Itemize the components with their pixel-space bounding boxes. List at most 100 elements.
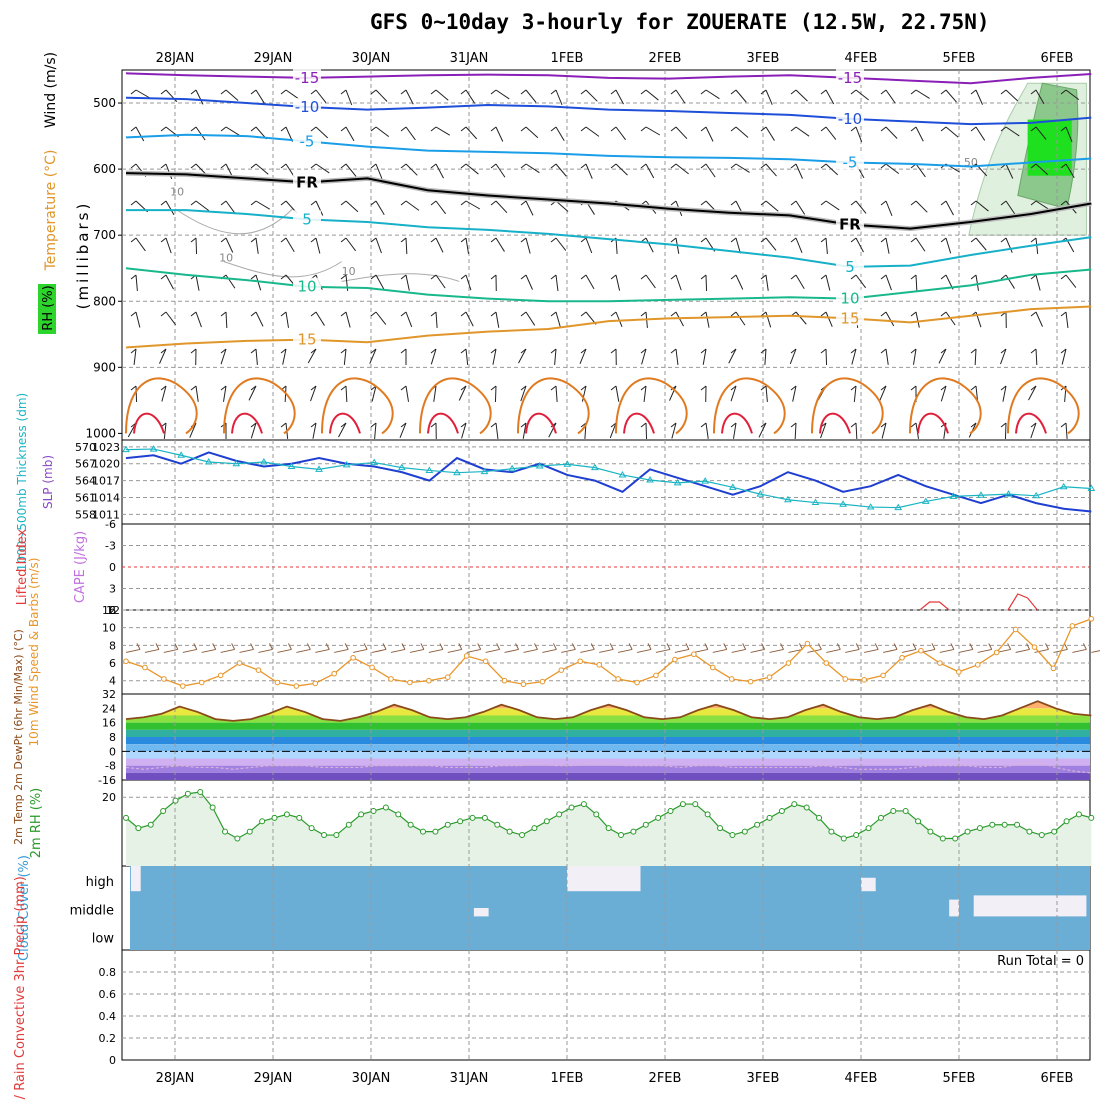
upper-wind-barb-feather <box>820 274 827 280</box>
wind-barb <box>277 648 292 653</box>
upper-wind-barb <box>645 237 654 253</box>
rh-point <box>358 811 365 818</box>
precip-tick-label: 0 <box>109 1054 116 1067</box>
isotherm--5 <box>125 133 1092 168</box>
upper-wind-barb <box>615 311 623 328</box>
thickness-point <box>728 483 737 490</box>
surface-temp-loop-warm <box>917 412 949 434</box>
upper-wind-barb-feather <box>790 348 797 354</box>
upper-wind-barb-feather <box>970 274 977 280</box>
rh-point <box>902 807 909 814</box>
temp-tick-label--8: -8 <box>105 760 116 773</box>
upper-wind-barb-feather <box>880 126 887 132</box>
upper-wind-barb-feather <box>130 200 137 206</box>
surface-temp-loop <box>1007 377 1080 435</box>
upper-wind-barb <box>705 422 709 439</box>
upper-wind-barb <box>730 385 737 402</box>
date-label-bottom-28JAN: 28JAN <box>156 1071 195 1086</box>
surface-temp-loop-warm <box>1015 412 1047 434</box>
upper-wind-barb-feather <box>640 311 647 317</box>
wind-barb <box>315 648 330 653</box>
wind-speed-point <box>842 676 849 682</box>
upper-wind-barb-feather <box>700 274 707 280</box>
upper-wind-barb-feather <box>670 163 677 169</box>
upper-wind-barb <box>585 163 593 179</box>
upper-wind-barb-feather <box>310 163 317 169</box>
upper-wind-barb-feather <box>220 200 227 206</box>
upper-wind-barb-feather <box>430 89 437 95</box>
isotherm-label-15: 15 <box>297 331 316 349</box>
upper-wind-barb-feather <box>880 237 887 243</box>
upper-wind-barb-feather <box>520 237 527 243</box>
upper-wind-barb-feather <box>670 274 677 280</box>
wind-barb <box>447 648 462 653</box>
upper-wind-barb <box>285 89 300 100</box>
upper-wind-barb-feather <box>940 311 947 317</box>
wind-speed-point <box>634 679 640 686</box>
upper-wind-barb <box>135 311 141 328</box>
upper-wind-barb-feather <box>910 385 917 391</box>
upper-wind-barb-feather <box>790 274 797 280</box>
surface-temp-loop-warm <box>231 412 263 434</box>
upper-wind-barb-feather <box>760 311 767 317</box>
upper-wind-barb-feather <box>430 200 437 206</box>
rh-point <box>283 811 290 818</box>
wind-barb-feather <box>231 643 236 650</box>
upper-wind-barb-feather <box>1060 126 1067 132</box>
upper-wind-barb <box>1065 126 1073 143</box>
upper-wind-barb <box>495 237 505 252</box>
upper-wind-barb <box>375 163 383 180</box>
isotherm-5 <box>126 209 1092 268</box>
upper-wind-barb <box>671 422 677 439</box>
upper-wind-barb-feather <box>550 274 557 280</box>
cloud-clear-patch <box>973 895 1087 917</box>
upper-wind-barb-feather <box>820 237 827 243</box>
rh-point <box>370 807 377 814</box>
upper-wind-barb-feather <box>310 126 317 132</box>
wind-barb <box>371 648 387 653</box>
upper-wind-barb-feather <box>880 89 887 95</box>
wind-barb-feather <box>306 643 311 650</box>
upper-wind-barb-feather <box>130 126 137 132</box>
upper-wind-barb <box>405 163 418 176</box>
upper-wind-barb <box>825 311 833 327</box>
upper-wind-barb-feather <box>790 422 797 428</box>
upper-wind-barb <box>255 163 269 175</box>
upper-wind-barb-feather <box>370 422 377 428</box>
upper-wind-barb-feather <box>640 422 647 428</box>
upper-wind-barb-feather <box>940 89 947 95</box>
upper-wind-barb-feather <box>160 311 167 317</box>
upper-wind-barb-feather <box>1030 126 1037 132</box>
upper-wind-barb <box>585 89 598 102</box>
upper-wind-barb <box>1005 237 1013 253</box>
rh-point <box>160 807 167 814</box>
upper-wind-barb <box>1005 200 1016 215</box>
upper-wind-barb <box>195 89 204 105</box>
wind-speed-line <box>125 618 1092 687</box>
upper-wind-barb <box>285 237 295 252</box>
upper-wind-barb <box>371 385 377 402</box>
thickness-point <box>811 498 820 506</box>
isotherm-label-bg <box>292 277 321 294</box>
upper-wind-barb-feather <box>850 385 857 391</box>
wind-barb-feather <box>836 643 841 650</box>
wind-barb <box>428 648 443 653</box>
temp-line <box>125 700 1092 722</box>
upper-wind-barb <box>765 200 779 212</box>
upper-wind-barb-feather <box>340 274 347 280</box>
upper-wind-barb <box>343 348 347 365</box>
upper-wind-barb <box>195 126 206 141</box>
upper-wind-barb <box>345 126 355 142</box>
rh-point <box>321 832 328 839</box>
upper-wind-barb-feather <box>700 311 707 317</box>
surface-temp-loop <box>615 377 688 435</box>
rh-point <box>184 790 191 797</box>
upper-wind-barb-feather <box>400 274 407 280</box>
thickness-point <box>839 500 847 507</box>
wind-barb-feather <box>552 643 557 650</box>
upper-wind-barb <box>735 237 741 254</box>
rh-point <box>853 832 860 839</box>
upper-wind-barb-feather <box>220 348 227 354</box>
upper-wind-barb <box>163 422 167 439</box>
upper-wind-barb-feather <box>550 348 557 354</box>
